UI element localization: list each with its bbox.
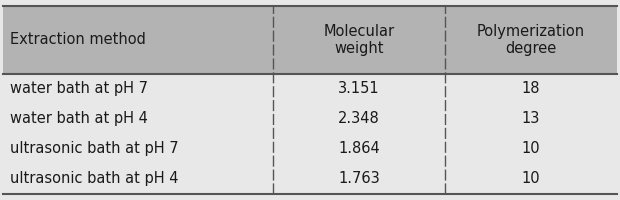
Text: 10: 10 bbox=[521, 171, 540, 186]
Text: Molecular
weight: Molecular weight bbox=[324, 24, 395, 56]
Text: 18: 18 bbox=[521, 81, 540, 96]
Text: water bath at pH 4: water bath at pH 4 bbox=[11, 111, 148, 126]
Text: 1.763: 1.763 bbox=[339, 171, 380, 186]
Text: 10: 10 bbox=[521, 141, 540, 156]
Text: water bath at pH 7: water bath at pH 7 bbox=[11, 81, 148, 96]
Text: ultrasonic bath at pH 7: ultrasonic bath at pH 7 bbox=[11, 141, 179, 156]
Text: Polymerization
degree: Polymerization degree bbox=[477, 24, 585, 56]
Text: Extraction method: Extraction method bbox=[11, 32, 146, 47]
Text: 2.348: 2.348 bbox=[339, 111, 380, 126]
Text: 3.151: 3.151 bbox=[339, 81, 380, 96]
Text: 13: 13 bbox=[522, 111, 540, 126]
Text: ultrasonic bath at pH 4: ultrasonic bath at pH 4 bbox=[11, 171, 179, 186]
Text: 1.864: 1.864 bbox=[339, 141, 380, 156]
